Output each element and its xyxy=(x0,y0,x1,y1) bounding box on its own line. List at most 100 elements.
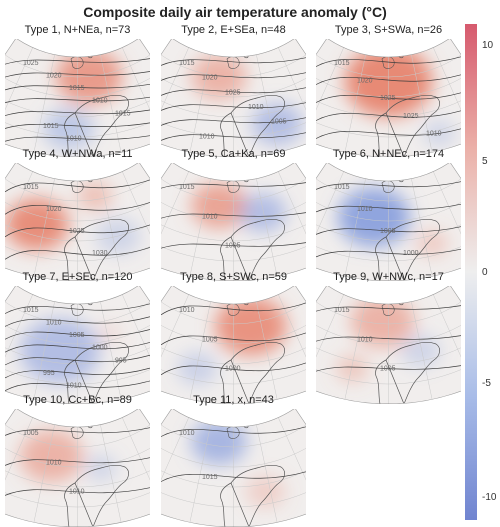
map-outline xyxy=(161,163,306,281)
isobar-line xyxy=(5,354,150,366)
cold-anomaly xyxy=(338,188,410,247)
map-outline xyxy=(316,163,461,281)
isobar-line xyxy=(161,362,306,376)
warm-anomaly xyxy=(19,430,84,483)
isobar-line xyxy=(5,83,150,91)
colorbar-tick-10: 10 xyxy=(482,40,494,51)
isobar-line xyxy=(5,202,150,215)
warm-anomaly xyxy=(336,355,369,382)
map-panel-9: 1015 1010 1005 xyxy=(316,286,461,404)
isobar-label: 995 xyxy=(115,357,127,364)
map-panel-8: 1010 1005 1000 xyxy=(161,286,306,404)
isobar-line xyxy=(161,426,306,437)
isobar-line xyxy=(5,380,150,392)
map-panel-10: 1005 1010 1010 xyxy=(5,409,150,527)
isobar-label: 1025 xyxy=(403,113,419,120)
panel-title-6: Type 6, N+NEc, n=174 xyxy=(332,148,445,160)
isobar-label: 1000 xyxy=(403,250,419,257)
map-panel-6: 1015 1010 1005 1000 xyxy=(316,163,461,281)
coastline xyxy=(64,218,129,281)
isobar-label: 1025 xyxy=(69,228,85,235)
isobar-label: 1005 xyxy=(380,366,396,373)
isobar-line xyxy=(5,135,150,142)
map-outline xyxy=(161,409,306,527)
isobars xyxy=(316,305,461,372)
colorbar-tick-m10: -10 xyxy=(482,492,497,503)
warm-anomaly xyxy=(77,181,113,211)
warm-anomaly xyxy=(245,475,286,508)
isobar-line xyxy=(161,72,306,81)
isobar-label: 1015 xyxy=(69,85,85,92)
warm-anomaly xyxy=(5,198,69,251)
isobar-line xyxy=(161,57,306,66)
isobars xyxy=(5,427,150,496)
isobar-label: 1010 xyxy=(69,489,85,496)
map-outline xyxy=(316,39,461,157)
cold-anomaly xyxy=(177,352,218,385)
isobar-label: 1010 xyxy=(46,459,62,466)
isobar-label: 1010 xyxy=(66,382,82,389)
panel-title-5: Type 5, Ca+Ka, n=69 xyxy=(181,148,286,160)
isobar-label: 1020 xyxy=(46,73,62,80)
isobar-label: 1010 xyxy=(179,307,195,314)
isobar-line xyxy=(5,96,150,104)
colorbar-ramp xyxy=(465,24,477,520)
colorbar xyxy=(465,24,477,520)
isobar-line xyxy=(161,132,306,141)
isobars xyxy=(161,426,306,482)
isobar-line xyxy=(5,109,150,116)
isobar-label: 1030 xyxy=(92,250,108,257)
isobar-line xyxy=(316,365,461,372)
isobar-label: 1020 xyxy=(202,75,218,82)
isobar-label: 1015 xyxy=(202,474,218,481)
isobar-line xyxy=(5,316,150,327)
cold-anomaly xyxy=(20,318,100,384)
isobar-label: 1015 xyxy=(334,307,350,314)
map-outline xyxy=(161,286,306,404)
warm-anomaly xyxy=(55,49,123,105)
panel-title-3: Type 3, S+SWa, n=26 xyxy=(334,24,443,36)
isobar-label: 995 xyxy=(43,370,55,377)
isobar-label: 1010 xyxy=(202,213,218,220)
map-outline xyxy=(5,409,150,527)
isobars xyxy=(316,56,461,139)
isobar-label: 1010 xyxy=(179,430,195,437)
isobar-line xyxy=(161,182,306,189)
isobar-label: 1020 xyxy=(46,206,62,213)
isobars xyxy=(5,58,150,142)
map-outline xyxy=(161,39,306,157)
coastline xyxy=(220,218,285,281)
colorbar-tick-0: 0 xyxy=(482,267,488,278)
isobar-line xyxy=(5,71,150,78)
isobars xyxy=(161,57,306,141)
map-outline xyxy=(5,39,150,157)
isobar-label: 1005 xyxy=(23,430,39,437)
isobar-line xyxy=(161,332,306,346)
isobar-label: 1015 xyxy=(179,184,195,191)
isobar-line xyxy=(316,248,461,258)
isobars xyxy=(161,302,306,376)
panel-title-9: Type 9, W+NWc, n=17 xyxy=(333,271,444,283)
isobar-line xyxy=(161,102,306,111)
isobar-line xyxy=(5,303,150,314)
isobar-label: 1005 xyxy=(69,332,85,339)
isobar-line xyxy=(161,242,306,249)
isobar-line xyxy=(161,471,306,482)
isobar-line xyxy=(5,367,150,379)
isobar-line xyxy=(316,128,461,139)
colorbar-tick-m5: -5 xyxy=(482,378,491,389)
isobar-label: 1020 xyxy=(357,78,373,85)
cold-anomaly xyxy=(191,419,247,465)
warm-anomaly xyxy=(191,182,247,229)
map-panel-4: 1015 1020 1025 1030 xyxy=(5,163,150,281)
isobar-line xyxy=(316,335,461,342)
panel-title-8: Type 8, S+SWc, n=59 xyxy=(179,271,287,283)
isobar-line xyxy=(316,181,461,190)
coastline xyxy=(375,218,440,281)
isobar-line xyxy=(316,305,461,312)
isobar-label: 1000 xyxy=(225,366,241,373)
panel-title-10: Type 10, Cc+Bc, n=89 xyxy=(23,394,132,406)
figure-title: Composite daily air temperature anomaly … xyxy=(83,4,387,20)
warm-anomaly xyxy=(416,230,448,257)
coastline xyxy=(375,341,440,404)
